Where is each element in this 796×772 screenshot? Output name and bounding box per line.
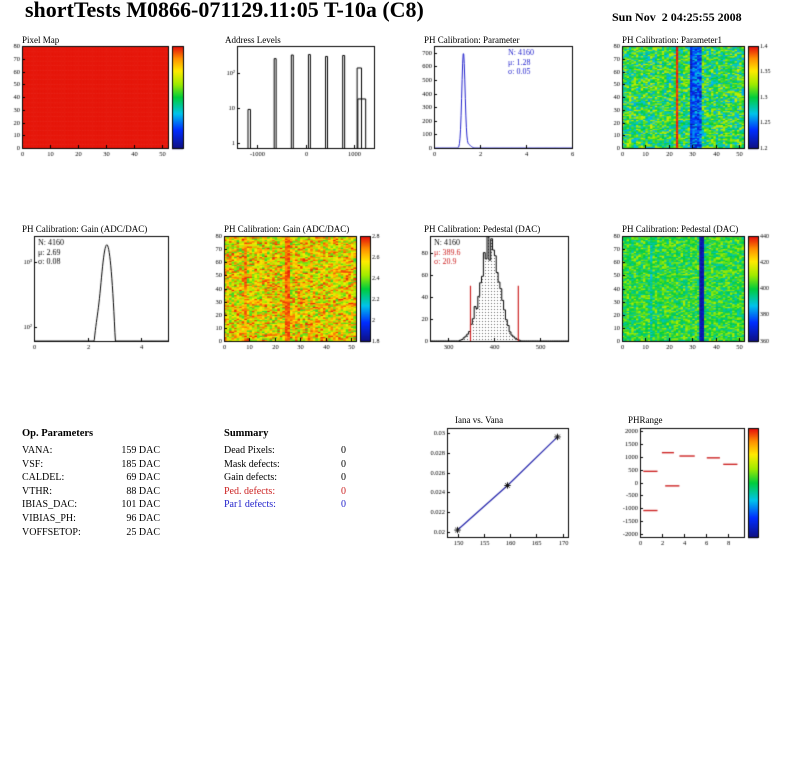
plot-title-phrange: PHRange: [628, 415, 663, 425]
summary-value: 0: [341, 485, 346, 497]
param-name: VIBIAS_PH:: [22, 512, 76, 524]
param-name: VOFFSETOP:: [22, 526, 81, 538]
pad-phrange: PHRange: [612, 415, 796, 546]
plot-title-gain-histogram: PH Calibration: Gain (ADC/DAC): [22, 224, 148, 234]
param-value: 88 DAC: [126, 485, 160, 497]
op-parameter-row: IBIAS_DAC: 101 DAC: [22, 498, 160, 512]
summary-value: 0: [341, 445, 346, 456]
pad-pedestal-map: PH Calibration: Pedestal (DAC): [610, 224, 796, 354]
pad-gain-map: PH Calibration: Gain (ADC/DAC): [212, 224, 408, 354]
summary-label: Gain defects:: [224, 472, 278, 484]
param-name: VTHR:: [22, 485, 52, 497]
pad-iana-vs-vana: Iana vs. Vana: [426, 415, 580, 546]
param-name: CALDEL:: [22, 472, 65, 484]
report-date: Sun Nov 2 04:25:55 2008: [612, 10, 742, 24]
plot-title-pedestal-map: PH Calibration: Pedestal (DAC): [622, 224, 739, 234]
summary-label: Mask defects:: [224, 458, 280, 470]
pedestal-heatmap: [610, 224, 796, 354]
pad-address-levels: Address Levels: [212, 35, 408, 163]
param-value: 101 DAC: [121, 499, 160, 511]
op-parameter-row: VOFFSETOP: 25 DAC: [22, 526, 160, 540]
pad-ph-parameter1-map: PH Calibration: Parameter1: [610, 35, 796, 163]
pad-gain-histogram: PH Calibration: Gain (ADC/DAC): [8, 224, 208, 354]
gain-histogram: [8, 224, 208, 354]
plot-title-pixel-map: Pixel Map: [22, 35, 60, 45]
pad-pixel-map: Pixel Map: [8, 35, 208, 163]
param-value: 96 DAC: [126, 512, 160, 524]
summary-block: Summary Dead Pixels: 0 Mask defects: 0 Gai…: [224, 428, 346, 512]
summary-label: Par1 defects:: [224, 499, 276, 511]
summary-label: Ped. defects:: [224, 485, 276, 497]
summary-value: 0: [341, 499, 346, 511]
plot-title-pedestal-histogram: PH Calibration: Pedestal (DAC): [424, 224, 541, 234]
report-title: shortTests M0866-071129.11:05 T-10a (C8): [25, 0, 424, 22]
summary-row: Dead Pixels: 0: [224, 444, 346, 458]
param-name: IBIAS_DAC:: [22, 499, 78, 511]
op-parameters-block: Op. Parameters VANA: 159 DAC VSF: 185 DAC …: [22, 428, 160, 539]
op-parameters-heading: Op. Parameters: [22, 428, 94, 439]
plot-title-ph-parameter1-map: PH Calibration: Parameter1: [622, 35, 722, 45]
pad-ph-parameter: PH Calibration: Parameter: [412, 35, 608, 163]
summary-value: 0: [341, 472, 346, 484]
param-value: 185 DAC: [121, 458, 160, 470]
summary-row: Gain defects: 0: [224, 471, 346, 485]
plot-title-ph-parameter: PH Calibration: Parameter: [424, 35, 520, 45]
gain-heatmap: [212, 224, 408, 354]
summary-row: Ped. defects: 0: [224, 485, 346, 499]
plot-title-address-levels: Address Levels: [225, 35, 281, 45]
op-parameter-row: VIBIAS_PH: 96 DAC: [22, 512, 160, 526]
pixel-map-heatmap: [8, 35, 208, 163]
param-value: 159 DAC: [121, 445, 160, 456]
op-parameter-row: VSF: 185 DAC: [22, 458, 160, 472]
address-levels-histogram: [212, 35, 408, 163]
op-parameter-row: VTHR: 88 DAC: [22, 485, 160, 499]
ph-parameter1-heatmap: [610, 35, 796, 163]
summary-label: Dead Pixels:: [224, 445, 275, 456]
summary-row: Mask defects: 0: [224, 458, 346, 472]
op-parameter-row: VANA: 159 DAC: [22, 444, 160, 458]
param-value: 25 DAC: [126, 526, 160, 538]
iana-vs-vana-line-plot: [426, 415, 580, 546]
summary-row: Par1 defects: 0: [224, 498, 346, 512]
param-name: VANA:: [22, 445, 53, 456]
param-name: VSF:: [22, 458, 44, 470]
op-parameter-row: CALDEL: 69 DAC: [22, 471, 160, 485]
summary-heading: Summary: [224, 428, 269, 439]
phrange-plot: [612, 415, 796, 546]
plot-title-iana-vs-vana: Iana vs. Vana: [455, 415, 504, 425]
summary-value: 0: [341, 458, 346, 470]
plot-title-gain-map: PH Calibration: Gain (ADC/DAC): [224, 224, 350, 234]
pad-pedestal-histogram: PH Calibration: Pedestal (DAC): [412, 224, 608, 354]
param-value: 69 DAC: [126, 472, 160, 484]
ph-parameter-histogram: [412, 35, 608, 163]
pedestal-histogram: [412, 224, 608, 354]
